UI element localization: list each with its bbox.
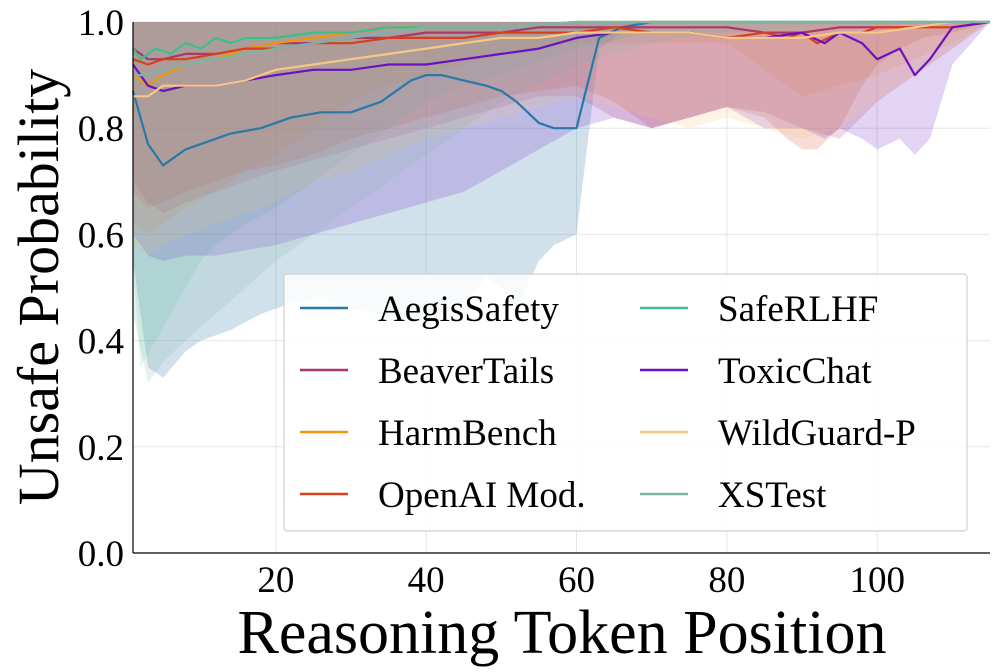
y-tick-label-0-4: 0.4	[78, 322, 124, 363]
x-tick-label-80: 80	[708, 560, 745, 601]
legend-label-beavertails: BeaverTails	[378, 351, 554, 392]
band-saferlhf	[133, 22, 990, 368]
x-axis-title: Reasoning Token Position	[238, 599, 887, 667]
y-axis-title: Unsafe Probability	[6, 69, 71, 506]
series-line-xstest	[133, 20, 990, 77]
legend: AegisSafety BeaverTails HarmBench OpenAI Mo…	[283, 273, 968, 532]
y-tick-label-0-6: 0.6	[78, 215, 124, 256]
legend-label-harmbench: HarmBench	[378, 413, 557, 454]
series-line-wildguard-p	[133, 20, 990, 98]
legend-label-toxicchat: ToxicChat	[718, 351, 872, 392]
series-lines	[131, 20, 991, 167]
x-tick-label-100: 100	[849, 560, 905, 601]
y-tick-label-0: 0.0	[78, 534, 124, 575]
tick-labels: 20 40 60 80 100 0.0 0.2 0.4 0.6 0.8 1.0	[78, 3, 905, 601]
legend-label-aegissafety: AegisSafety	[378, 289, 559, 330]
band-harmbench	[133, 22, 990, 235]
band-openai-mod	[133, 22, 990, 208]
legend-box	[283, 273, 968, 532]
y-tick-label-1: 1.0	[78, 3, 124, 44]
band-wildguard-p	[133, 22, 990, 256]
legend-label-saferlhf: SafeRLHF	[718, 289, 878, 330]
x-tick-label-40: 40	[408, 560, 445, 601]
x-tick-label-60: 60	[558, 560, 595, 601]
legend-label-openai-mod: OpenAI Mod.	[378, 475, 586, 516]
band-toxicchat	[133, 22, 990, 261]
y-tick-label-0-8: 0.8	[78, 109, 124, 150]
x-tick-label-20: 20	[257, 560, 294, 601]
legend-label-wildguard-p: WildGuard-P	[718, 413, 916, 454]
legend-label-xstest: XSTest	[718, 475, 827, 516]
y-tick-label-0-2: 0.2	[78, 428, 124, 469]
axes	[132, 22, 990, 554]
